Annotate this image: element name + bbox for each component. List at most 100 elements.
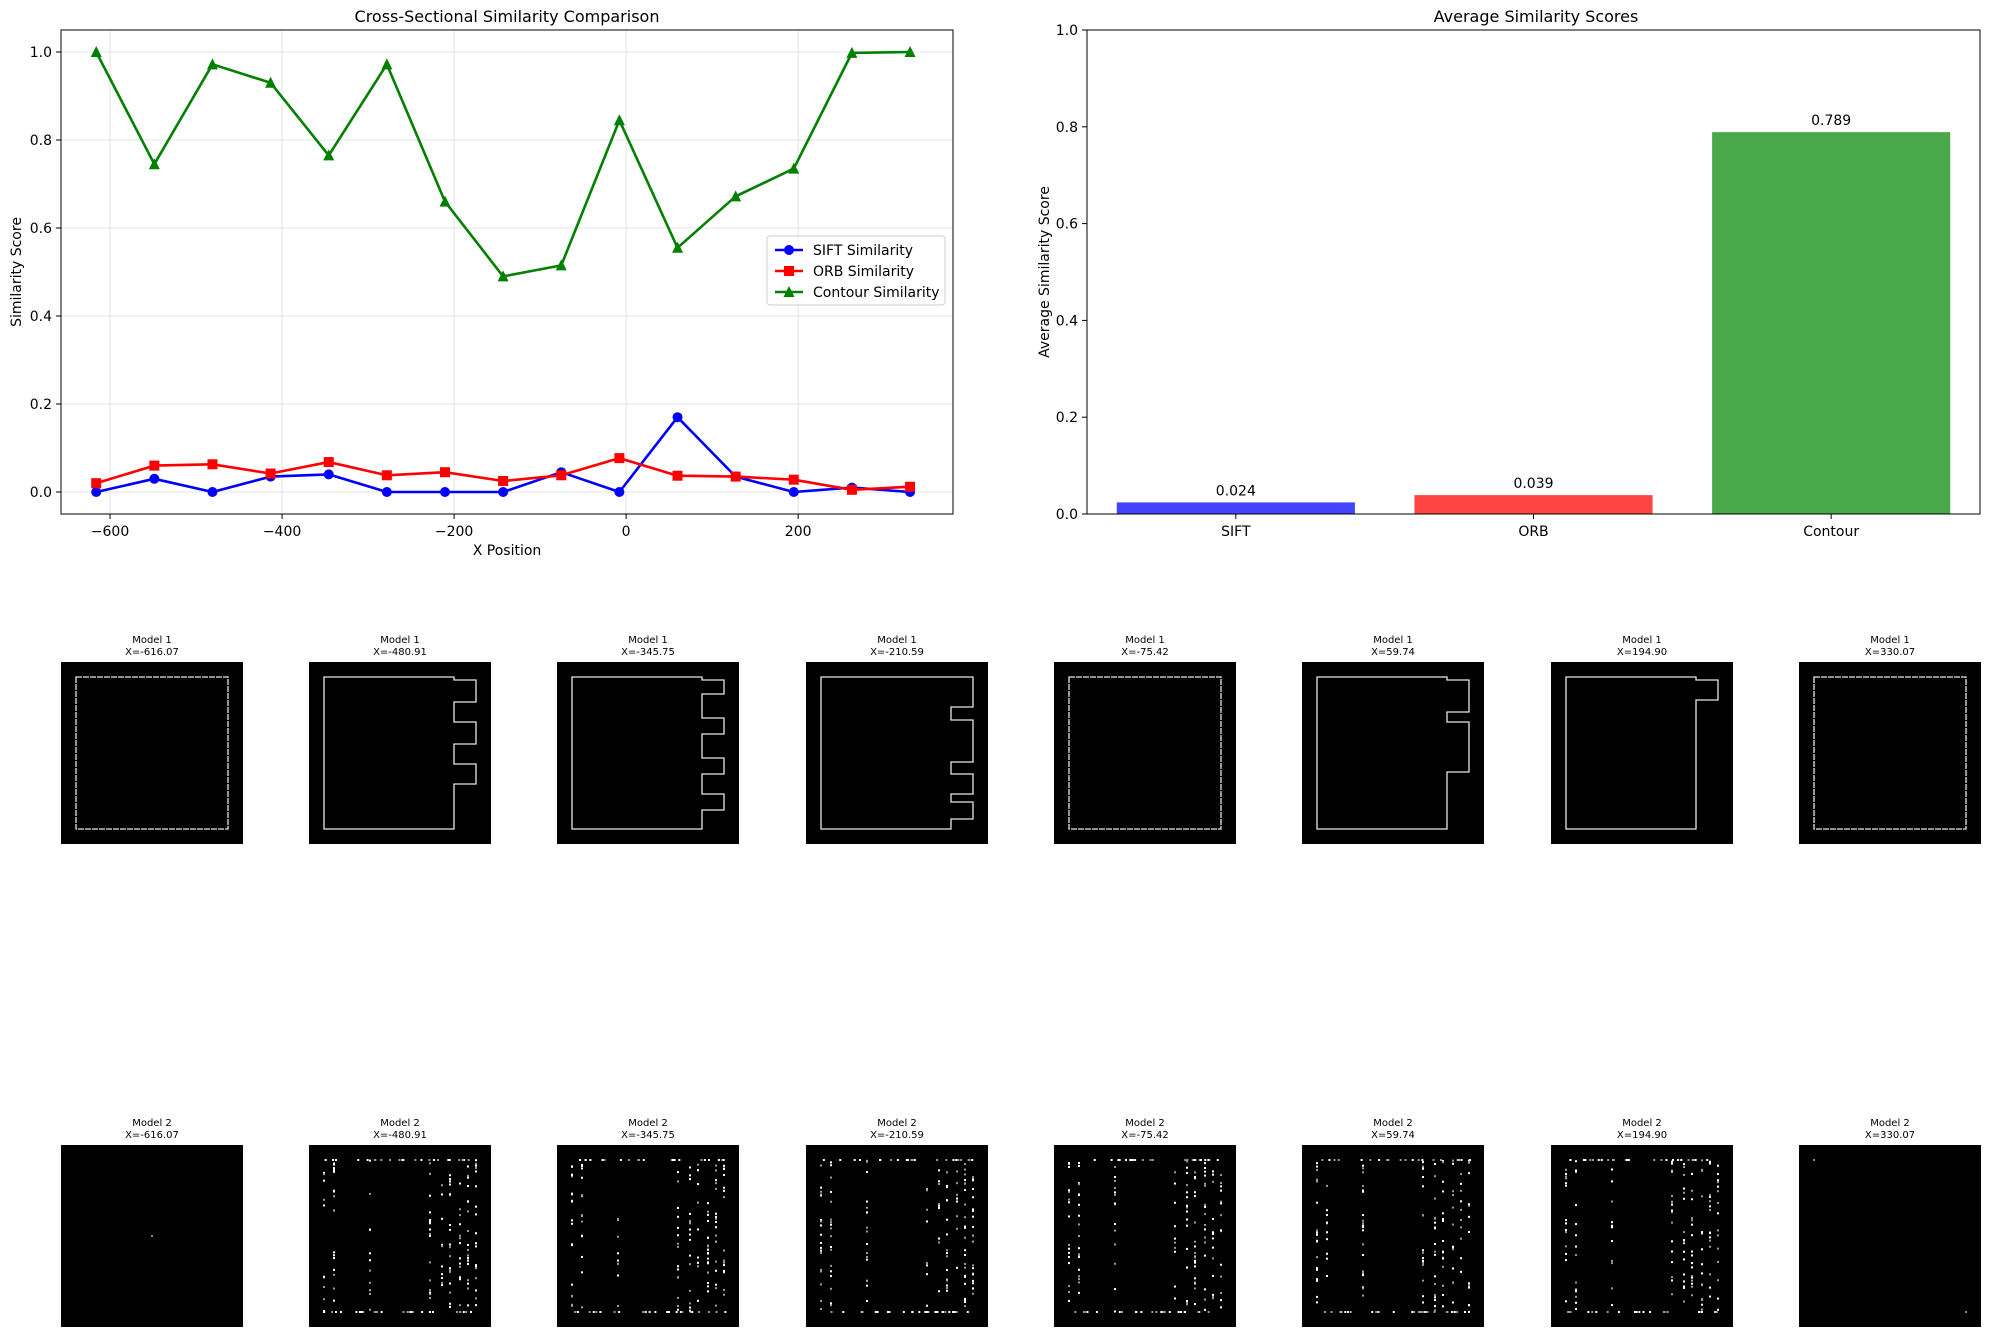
scan-point [707,1257,709,1260]
scan-point [1220,1229,1222,1232]
scan-point [1186,1266,1188,1269]
thumbnail-position: X=-75.42 [1121,1130,1168,1141]
scan-point [369,1259,371,1262]
data-point [91,478,102,489]
data-point [497,270,509,282]
scan-point [429,1297,431,1300]
scan-point [1212,1217,1214,1220]
scan-point [820,1193,822,1196]
scan-point [1717,1212,1719,1215]
scan-point [1575,1245,1577,1248]
scan-point [723,1186,725,1189]
scan-point [972,1208,974,1211]
scan-point [1611,1200,1613,1203]
scan-point [467,1282,469,1285]
scan-point [1399,1159,1402,1161]
scan-point [1442,1160,1444,1163]
data-point [90,46,102,57]
scan-point [964,1266,966,1269]
scan-point [1216,1159,1219,1161]
scan-point [1567,1311,1570,1313]
scan-point [467,1279,469,1282]
scan-point [1174,1246,1176,1249]
scan-point [1452,1194,1454,1197]
scan-point [698,1311,701,1313]
scan-point [715,1234,717,1237]
scan-point [1683,1239,1685,1242]
scan-point [677,1207,679,1210]
scan-point [1204,1254,1206,1257]
scan-point [1706,1159,1709,1161]
scan-point [1212,1293,1214,1296]
scan-point [323,1309,325,1312]
cross-section-outline [820,676,974,830]
scan-point [1717,1201,1719,1204]
scan-point [859,1159,862,1161]
scan-point [339,1311,342,1313]
scan-point [1717,1247,1719,1250]
scan-point [1636,1311,1639,1313]
scan-point [581,1271,583,1274]
scan-point [1452,1245,1454,1248]
scan-point [1422,1175,1424,1178]
scan-point [946,1186,948,1189]
scan-point [449,1246,451,1249]
scan-point [715,1287,717,1290]
line-chart-series [90,46,916,497]
cross-section-outline [1813,676,1967,830]
scan-point [1575,1295,1577,1298]
scan-point [441,1184,443,1187]
scan-point [1565,1182,1567,1185]
scan-point [1565,1172,1567,1175]
scan-point [1442,1180,1444,1183]
scan-point [1316,1256,1318,1259]
cross-section-outline [75,676,229,830]
scan-point [1701,1272,1703,1275]
scan-point [429,1219,431,1222]
scan-point [1078,1223,1080,1226]
scan-point [1174,1297,1176,1300]
scan-point [697,1201,699,1204]
scan-point [1452,1159,1454,1162]
scan-point [1316,1180,1318,1183]
scan-point [429,1234,431,1237]
scan-point [1422,1214,1424,1217]
scan-point [1709,1194,1711,1197]
data-point [905,481,916,492]
scan-point [822,1159,825,1161]
scan-point [1316,1278,1318,1281]
scan-point [946,1284,948,1287]
scan-point [707,1236,709,1239]
scan-point [1660,1159,1663,1161]
scan-point [715,1226,717,1229]
thumbnail-image [1054,662,1236,844]
scan-point [1607,1159,1610,1161]
bar-chart-ylabel: Average Similarity Score [1037,186,1053,358]
scan-point [1575,1170,1577,1173]
scan-point [697,1256,699,1259]
thumbnail-position: X=194.90 [1617,1130,1667,1141]
scan-point [1184,1159,1187,1161]
scan-point [333,1254,335,1257]
bar-orb [1414,495,1653,514]
scan-point [429,1222,431,1225]
scan-point [1624,1159,1627,1161]
scan-point [1565,1231,1567,1234]
scan-point [571,1165,573,1168]
scan-point [972,1234,974,1237]
scan-point [571,1193,573,1196]
scan-point [467,1159,470,1161]
scan-point [449,1291,451,1294]
scan-point [1194,1240,1196,1243]
model1-cross-section-8: Model 1X=330.07 [1799,635,1981,844]
scan-point [1093,1159,1096,1161]
scan-point [1207,1311,1210,1313]
scan-point [1460,1237,1462,1240]
data-point [265,468,276,479]
bar-chart-axes: 0.0 0.2 0.4 0.6 0.8 1.0 SIFT ORB Contour [1056,23,1860,540]
scan-point [964,1173,966,1176]
bar-chart-title: Average Similarity Scores [1434,7,1639,26]
scan-point [972,1240,974,1243]
thumbnail-title: Model 2 [877,1118,917,1129]
scan-point [707,1282,709,1285]
